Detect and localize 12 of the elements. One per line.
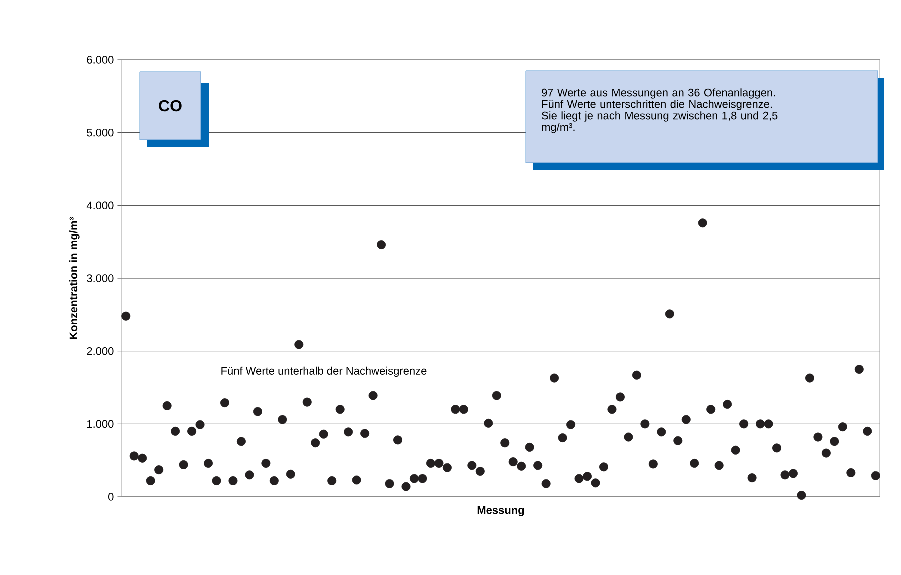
y-tick-label: 3.000 xyxy=(87,274,114,282)
text: CO xyxy=(159,100,182,112)
annotation: 97 Werte aus Messungen an 36 Ofenanlaggen. Fünf Werte unterschritten die Nachweisgrenze. Sie liegt je nach Messung zwischen 1,8 und 2,5 mg/m³. xyxy=(542,88,778,134)
y-tick-label: 1.000 xyxy=(88,420,114,428)
y-tick-label: 2.000 xyxy=(87,347,114,356)
y-tick-label: 0 xyxy=(108,493,114,501)
x-axis-title: Messung xyxy=(478,506,524,516)
y-tick-label: 6.000 xyxy=(87,56,114,64)
y-tick-label: 4.000 xyxy=(86,202,114,210)
y-axis-title: Konzentration in mg/m³ xyxy=(70,217,80,340)
y-tick-label: 5.000 xyxy=(87,128,114,137)
annotation: Fünf Werte unterhalb der Nachweisgrenze xyxy=(222,366,427,378)
